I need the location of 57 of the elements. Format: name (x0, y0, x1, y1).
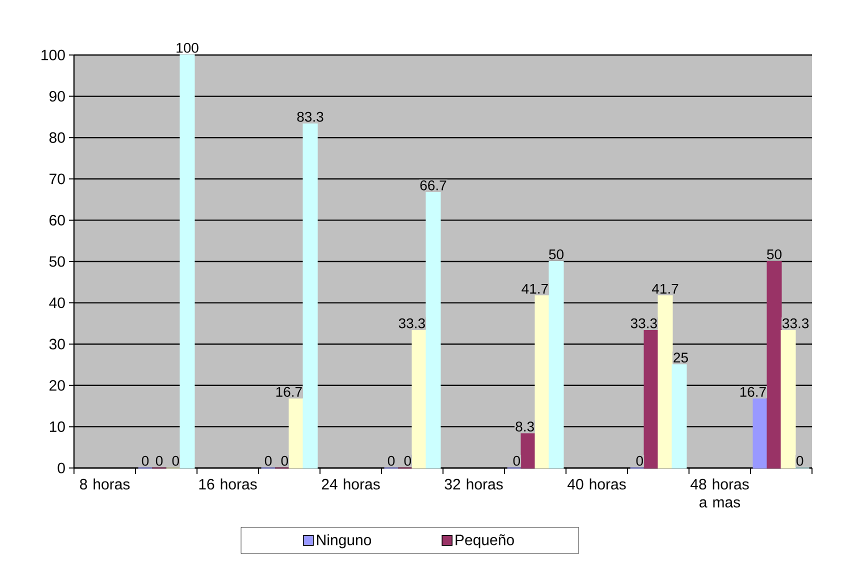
data-label: 50 (767, 249, 782, 260)
legend-label: Pequeño (456, 534, 514, 548)
data-label: 33.3 (782, 318, 809, 328)
x-tick-label: 48 horas a mas (690, 478, 749, 508)
bar (658, 295, 673, 468)
data-label: 33.3 (398, 318, 425, 328)
data-label: 0 (388, 456, 395, 466)
x-tick-label: 24 horas (322, 478, 380, 490)
y-tick-label: 20 (50, 380, 65, 391)
data-label: 0 (142, 456, 149, 466)
data-label: 0 (156, 456, 163, 466)
data-label: 83.3 (297, 112, 324, 122)
data-label: 16.7 (276, 386, 302, 397)
bar (412, 330, 427, 468)
y-tick-label: 30 (49, 338, 65, 350)
data-label: 0 (264, 456, 272, 466)
bar (548, 260, 564, 468)
bar (644, 330, 659, 468)
x-tick-label: 32 horas (444, 478, 503, 490)
data-label: 25 (674, 352, 688, 363)
x-tick-label: 16 horas (199, 478, 257, 490)
data-label: 16.7 (740, 386, 766, 397)
data-label: 41.7 (522, 284, 548, 294)
data-label: 8.3 (516, 422, 534, 432)
data-label: 0 (281, 456, 288, 466)
bar (302, 123, 318, 468)
bar (426, 192, 441, 468)
y-tick-label: 40 (49, 297, 65, 308)
y-tick-label: 100 (42, 50, 65, 60)
x-tick-label: 40 horas (567, 478, 626, 490)
data-label: 0 (796, 456, 804, 466)
data-label: 41.7 (652, 284, 678, 294)
y-tick-label: 90 (50, 90, 65, 102)
bar (534, 295, 550, 468)
data-label: 100 (176, 42, 198, 53)
data-label: 0 (513, 456, 520, 466)
bar (752, 398, 768, 468)
bar (766, 260, 782, 468)
data-label: 33.3 (630, 318, 657, 328)
bar (520, 433, 536, 468)
bar (180, 54, 195, 468)
y-tick-label: 50 (49, 256, 65, 267)
data-label: 0 (172, 456, 179, 466)
y-tick-label: 10 (50, 421, 65, 432)
y-tick-label: 60 (50, 214, 65, 226)
legend-label: Ninguno (317, 534, 372, 548)
data-label: 0 (636, 456, 644, 466)
y-tick-label: 80 (49, 132, 65, 143)
bar (672, 364, 687, 468)
y-tick-label: 0 (58, 462, 65, 474)
data-label: 0 (404, 456, 412, 466)
data-label: 50 (549, 249, 564, 260)
x-tick-label: 8 horas (80, 478, 130, 490)
bar (288, 398, 304, 468)
bar (780, 330, 796, 468)
data-label: 66.7 (420, 180, 446, 190)
y-tick-label: 70 (50, 174, 65, 184)
